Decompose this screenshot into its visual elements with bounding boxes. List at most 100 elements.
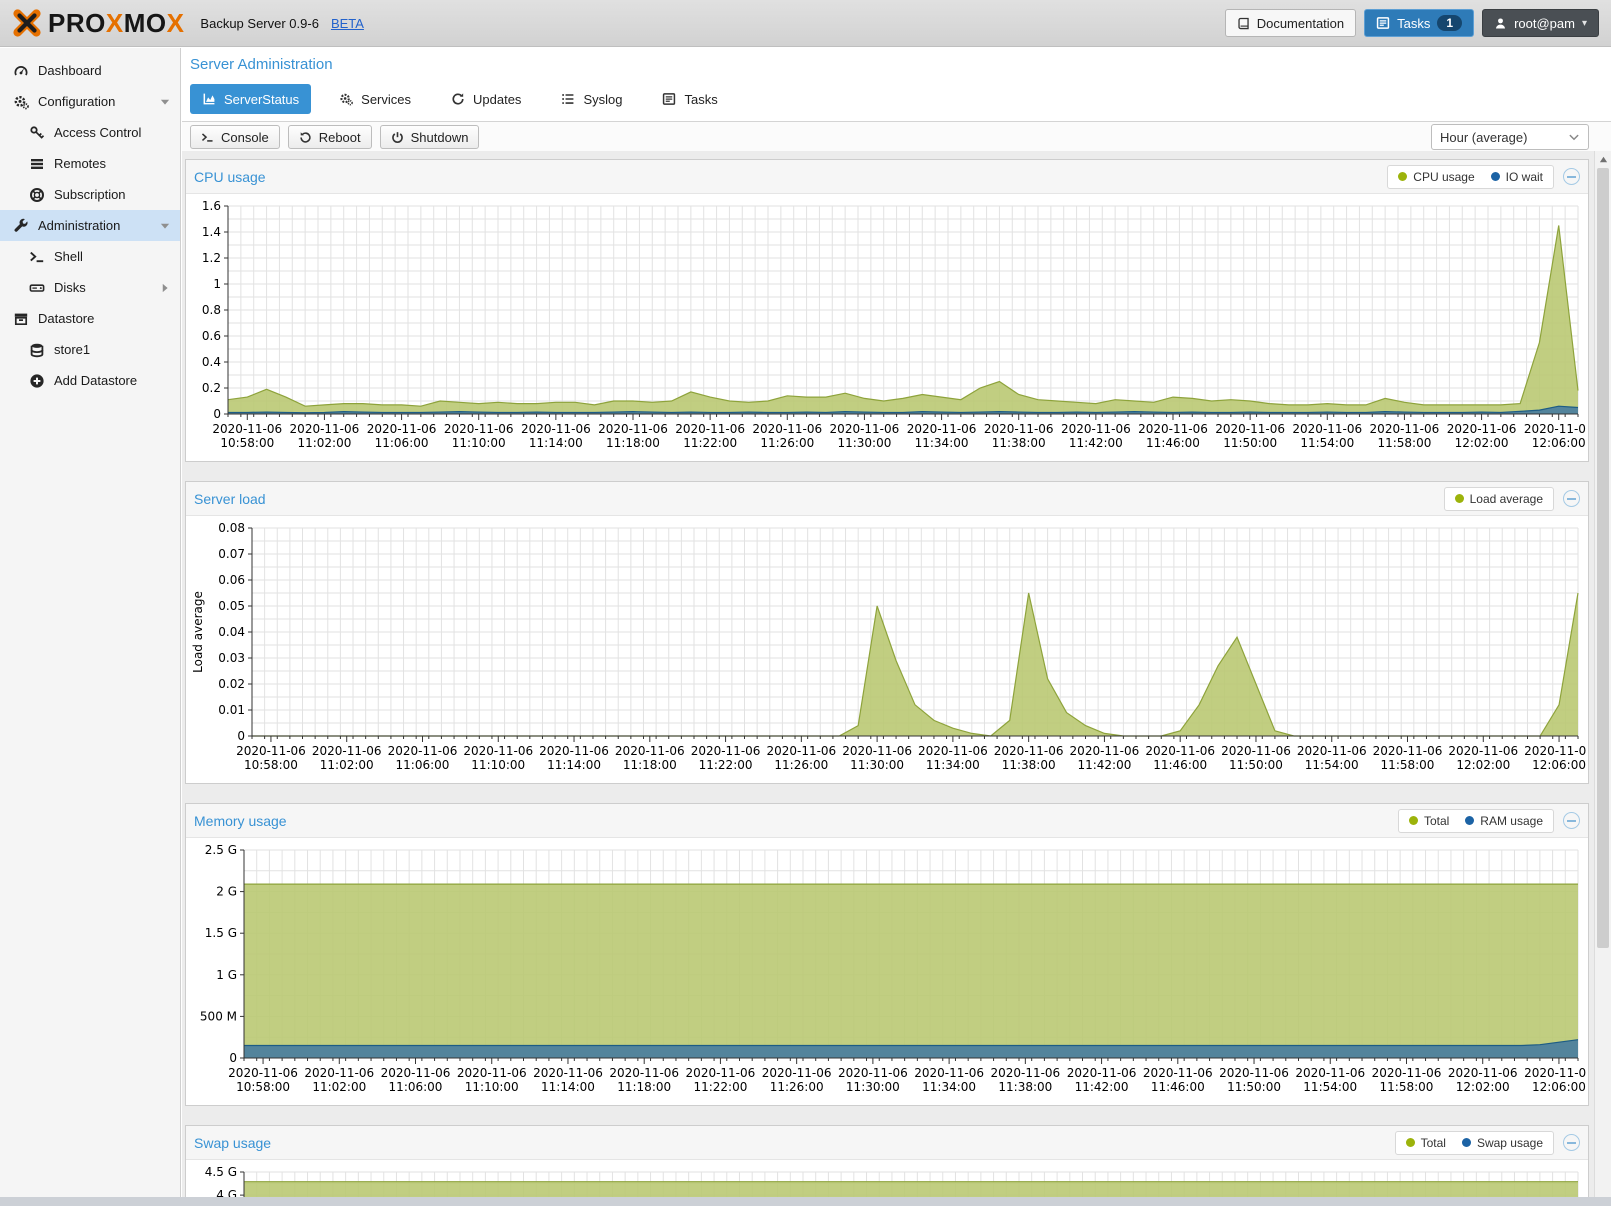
sidebar-item-administration[interactable]: Administration [0, 210, 180, 241]
collapse-icon[interactable] [1563, 168, 1580, 185]
timeframe-select[interactable]: Hour (average) [1431, 124, 1589, 150]
panel-title: Memory usage [194, 812, 287, 829]
legend-total[interactable]: Total [1405, 1136, 1446, 1150]
collapse-icon[interactable] [1563, 812, 1580, 829]
sidebar-item-disks[interactable]: Disks [0, 272, 180, 303]
svg-text:2020-11-06: 2020-11-06 [463, 744, 533, 758]
svg-text:2020-11-06: 2020-11-06 [615, 744, 685, 758]
sidebar-item-datastore[interactable]: Datastore [0, 303, 180, 334]
svg-text:Load average: Load average [191, 591, 205, 673]
svg-text:2020-11-06: 2020-11-06 [842, 744, 912, 758]
tab-tasks[interactable]: Tasks [650, 84, 729, 114]
legend-ram-usage[interactable]: RAM usage [1465, 814, 1543, 828]
svg-text:12:02:00: 12:02:00 [1455, 436, 1509, 450]
svg-text:11:26:00: 11:26:00 [760, 436, 814, 450]
reboot-button[interactable]: Reboot [287, 125, 372, 149]
svg-text:12:02:00: 12:02:00 [1456, 1080, 1510, 1094]
svg-text:11:46:00: 11:46:00 [1151, 1080, 1205, 1094]
memory-usage-panel-header: Memory usage Total RAM usage [186, 804, 1588, 838]
gears-icon [339, 92, 354, 106]
svg-text:2020-11-06: 2020-11-06 [381, 1066, 451, 1080]
sidebar-item-dashboard[interactable]: Dashboard [0, 55, 180, 86]
console-button[interactable]: Console [190, 125, 280, 149]
svg-text:2020-11-06: 2020-11-06 [1215, 422, 1285, 436]
wrench-icon [13, 218, 29, 234]
svg-text:2020-11-06: 2020-11-06 [228, 1066, 298, 1080]
shutdown-button[interactable]: Shutdown [379, 125, 480, 149]
expander-down-icon[interactable] [159, 96, 171, 108]
tab-bar: ServerStatus Services Updates Syslog Tas… [182, 73, 1611, 121]
collapse-icon[interactable] [1563, 1134, 1580, 1151]
svg-text:11:58:00: 11:58:00 [1381, 758, 1435, 772]
power-icon [391, 131, 404, 144]
svg-text:11:58:00: 11:58:00 [1377, 436, 1431, 450]
undo-icon [299, 131, 312, 144]
terminal-icon [201, 131, 214, 144]
tab-serverstatus[interactable]: ServerStatus [190, 84, 312, 114]
sidebar-item-configuration[interactable]: Configuration [0, 86, 180, 117]
beta-link[interactable]: BETA [330, 15, 364, 31]
tab-services[interactable]: Services [327, 84, 423, 114]
sidebar-item-store1[interactable]: store1 [0, 334, 180, 365]
svg-text:0.06: 0.06 [218, 573, 245, 587]
legend-load-average[interactable]: Load average [1454, 492, 1543, 506]
panel-title: CPU usage [194, 168, 266, 185]
svg-text:2020-11-06: 2020-11-06 [686, 1066, 756, 1080]
svg-text:12:02:00: 12:02:00 [1456, 758, 1510, 772]
scrollbar-up-icon[interactable] [1595, 151, 1611, 167]
sidebar-item-shell[interactable]: Shell [0, 241, 180, 272]
sidebar-item-access-control[interactable]: Access Control [0, 117, 180, 148]
svg-text:11:06:00: 11:06:00 [375, 436, 429, 450]
app-header: PROXMOX Backup Server 0.9-6 BETA Documen… [0, 0, 1611, 47]
legend-io-wait[interactable]: IO wait [1490, 170, 1543, 184]
swap-legend: Total Swap usage [1394, 1130, 1554, 1155]
svg-text:2020-11-06: 2020-11-06 [1372, 1066, 1442, 1080]
svg-text:1.4: 1.4 [202, 225, 221, 239]
expander-right-icon[interactable] [159, 282, 171, 294]
svg-text:2020-11-06: 2020-11-06 [838, 1066, 908, 1080]
task-list-icon [662, 92, 676, 106]
documentation-button[interactable]: Documentation [1224, 9, 1357, 37]
svg-text:2020-11-06: 2020-11-06 [1447, 422, 1517, 436]
svg-text:1.5 G: 1.5 G [205, 926, 237, 940]
user-menu-button[interactable]: root@pam ▾ [1482, 9, 1599, 37]
tab-syslog[interactable]: Syslog [549, 84, 634, 114]
legend-cpu-usage[interactable]: CPU usage [1398, 170, 1475, 184]
svg-text:11:54:00: 11:54:00 [1305, 758, 1359, 772]
vertical-scrollbar[interactable] [1594, 151, 1611, 1206]
sidebar-item-subscription[interactable]: Subscription [0, 179, 180, 210]
svg-text:11:50:00: 11:50:00 [1223, 436, 1277, 450]
svg-text:11:30:00: 11:30:00 [837, 436, 891, 450]
sidebar-item-remotes[interactable]: Remotes [0, 148, 180, 179]
svg-text:2 G: 2 G [216, 885, 237, 899]
svg-text:11:10:00: 11:10:00 [452, 436, 506, 450]
tasks-button[interactable]: Tasks 1 [1364, 9, 1475, 37]
collapse-icon[interactable] [1563, 490, 1580, 507]
svg-text:2020-11-06: 2020-11-06 [290, 422, 360, 436]
svg-text:2020-11-06: 2020-11-06 [1524, 422, 1586, 436]
svg-text:2020-11-06: 2020-11-06 [691, 744, 761, 758]
svg-text:0.04: 0.04 [218, 625, 245, 639]
proxmox-logo: PROXMOX [12, 8, 184, 39]
svg-text:11:06:00: 11:06:00 [389, 1080, 443, 1094]
svg-text:11:18:00: 11:18:00 [606, 436, 660, 450]
svg-text:10:58:00: 10:58:00 [236, 1080, 290, 1094]
legend-dot [1461, 1138, 1471, 1147]
sidebar-item-add-datastore[interactable]: Add Datastore [0, 365, 180, 396]
svg-text:11:50:00: 11:50:00 [1229, 758, 1283, 772]
tab-updates[interactable]: Updates [439, 84, 533, 114]
legend-swap-usage[interactable]: Swap usage [1461, 1136, 1543, 1150]
scrollbar-thumb[interactable] [1597, 168, 1609, 948]
svg-text:2020-11-06: 2020-11-06 [1145, 744, 1215, 758]
legend-total[interactable]: Total [1408, 814, 1449, 828]
database-icon [29, 342, 45, 358]
memory-usage-panel: Memory usage Total RAM usage 2.5 G 2 G 1.5… [185, 803, 1594, 1106]
expander-down-icon[interactable] [159, 220, 171, 232]
lifering-icon [29, 187, 45, 203]
svg-text:0.4: 0.4 [202, 355, 221, 369]
svg-text:0.02: 0.02 [218, 677, 245, 691]
toolbar: Console Reboot Shutdown Hour (average) [182, 121, 1611, 153]
svg-text:0: 0 [213, 407, 221, 421]
legend-dot [1405, 1138, 1415, 1147]
